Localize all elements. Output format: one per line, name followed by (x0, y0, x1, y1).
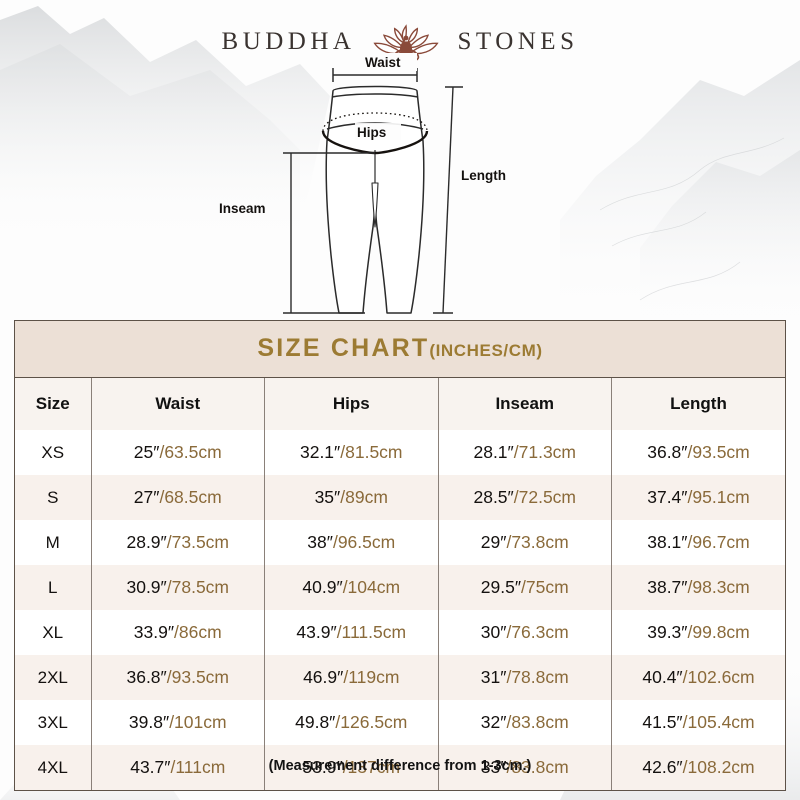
table-header-row: Size Waist Hips Inseam Length (15, 378, 785, 430)
column-header-size: Size (15, 378, 92, 430)
size-chart-title-units: (INCHES/CM) (429, 341, 543, 360)
size-chart-table-container: SIZE CHART(INCHES/CM) Size Waist Hips In… (14, 320, 786, 791)
cell-inseam: 29″/73.8cm (438, 520, 612, 565)
cell-hips: 43.9″/111.5cm (264, 610, 439, 655)
brand-header: BUDDHA STONES (0, 18, 800, 66)
cell-size: S (15, 475, 92, 520)
leggings-measurement-diagram: Waist Hips Inseam Length (205, 53, 545, 320)
cell-inseam: 33″/83.8cm (438, 745, 612, 790)
cell-inseam: 32″/83.8cm (438, 700, 612, 745)
cell-inseam: 29.5″/75cm (438, 565, 612, 610)
cell-size: XL (15, 610, 92, 655)
cell-size: 4XL (15, 745, 92, 790)
brand-word-right: STONES (457, 28, 579, 55)
column-header-hips: Hips (264, 378, 439, 430)
waist-label: Waist (365, 55, 401, 70)
table-row: 2XL 36.8″/93.5cm 46.9″/119cm 31″/78.8cm 40.4… (15, 655, 785, 700)
cell-length: 42.6″/108.2cm (611, 745, 785, 790)
cell-length: 39.3″/99.8cm (611, 610, 785, 655)
cell-waist: 30.9″/78.5cm (91, 565, 265, 610)
size-chart-title: SIZE CHART(INCHES/CM) (15, 321, 785, 378)
cell-length: 36.8″/93.5cm (611, 430, 785, 475)
cell-hips: 38″/96.5cm (264, 520, 439, 565)
cell-hips: 32.1″/81.5cm (264, 430, 439, 475)
cell-size: 3XL (15, 700, 92, 745)
cell-hips: 40.9″/104cm (264, 565, 439, 610)
table-row: 4XL 43.7″/111cm 53.9″/137cm 33″/83.8cm 42.6″… (15, 745, 785, 790)
table-row: S 27″/68.5cm 35″/89cm 28.5″/72.5cm 37.4″/95.… (15, 475, 785, 520)
cell-length: 40.4″/102.6cm (611, 655, 785, 700)
inseam-label: Inseam (219, 201, 266, 216)
length-label: Length (461, 168, 506, 183)
table-row: 3XL 39.8″/101cm 49.8″/126.5cm 32″/83.8cm 41.… (15, 700, 785, 745)
size-chart-title-main: SIZE CHART (257, 334, 430, 362)
table-row: M 28.9″/73.5cm 38″/96.5cm 29″/73.8cm 38.1″/9… (15, 520, 785, 565)
cell-size: 2XL (15, 655, 92, 700)
cell-waist: 39.8″/101cm (91, 700, 265, 745)
cell-hips: 46.9″/119cm (264, 655, 439, 700)
cell-waist: 36.8″/93.5cm (91, 655, 265, 700)
lotus-meditation-logo-icon (373, 24, 440, 63)
column-header-length: Length (611, 378, 785, 430)
table-row: L 30.9″/78.5cm 40.9″/104cm 29.5″/75cm 38.7″/… (15, 565, 785, 610)
cell-size: M (15, 520, 92, 565)
column-header-inseam: Inseam (438, 378, 612, 430)
cell-waist: 43.7″/111cm (91, 745, 265, 790)
table-row: XS 25″/63.5cm 32.1″/81.5cm 28.1″/71.3cm 36.8… (15, 430, 785, 475)
brand-word-left: BUDDHA (221, 28, 356, 55)
cell-hips: 35″/89cm (264, 475, 439, 520)
cell-waist: 27″/68.5cm (91, 475, 265, 520)
table-row: XL 33.9″/86cm 43.9″/111.5cm 30″/76.3cm 39.3″… (15, 610, 785, 655)
size-chart-table: Size Waist Hips Inseam Length XS 25″/63.5… (15, 378, 785, 790)
cell-inseam: 28.5″/72.5cm (438, 475, 612, 520)
cell-size: L (15, 565, 92, 610)
cell-length: 38.7″/98.3cm (611, 565, 785, 610)
cell-waist: 28.9″/73.5cm (91, 520, 265, 565)
cell-length: 41.5″/105.4cm (611, 700, 785, 745)
cell-length: 37.4″/95.1cm (611, 475, 785, 520)
cell-hips: 49.8″/126.5cm (264, 700, 439, 745)
cell-size: XS (15, 430, 92, 475)
hips-label: Hips (357, 125, 386, 140)
cell-length: 38.1″/96.7cm (611, 520, 785, 565)
cell-inseam: 30″/76.3cm (438, 610, 612, 655)
cell-waist: 25″/63.5cm (91, 430, 265, 475)
column-header-waist: Waist (91, 378, 265, 430)
cell-hips: 53.9″/137cm (264, 745, 439, 790)
cell-inseam: 28.1″/71.3cm (438, 430, 612, 475)
measurement-note: (Measurement difference from 1-3cm.) (268, 758, 532, 774)
cell-inseam: 31″/78.8cm (438, 655, 612, 700)
cell-waist: 33.9″/86cm (91, 610, 265, 655)
